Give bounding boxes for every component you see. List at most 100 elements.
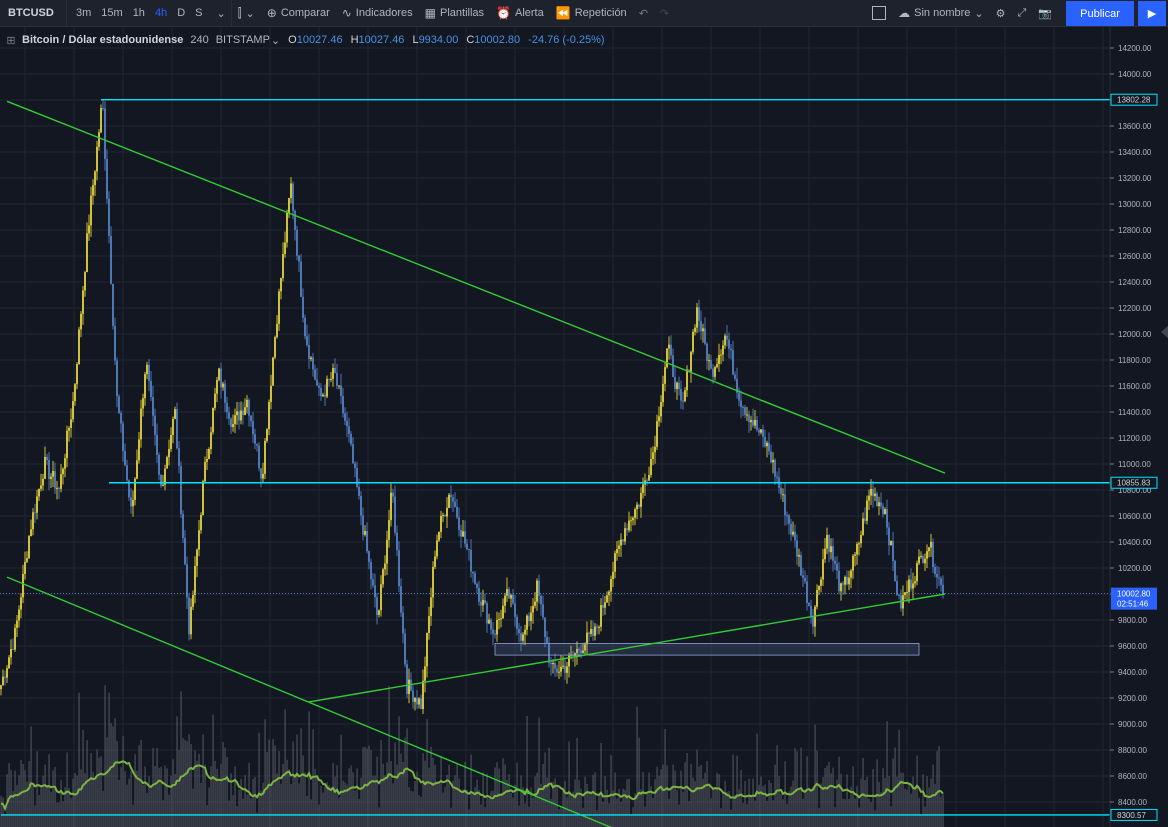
price-axis-label: 9800.00 [1118,616,1147,625]
trendline[interactable] [308,593,946,703]
volume-bar [764,784,766,827]
volume-bar [590,792,592,827]
undo-button[interactable]: ↶ [633,0,654,26]
trendline[interactable] [6,100,946,474]
candle-body [236,411,238,416]
candle-body [264,440,266,474]
volume-bar [820,783,822,827]
layout-name-button[interactable]: ☁ Sin nombre ⌄ [892,0,989,26]
candle-body [464,531,466,544]
candle-body [558,671,560,673]
candle-body [80,313,82,330]
volume-bar [256,812,258,827]
candle-body [390,492,392,521]
candle-body [454,501,456,507]
price-chart[interactable]: 14200.0014000.0013800.0013600.0013400.00… [0,27,1168,827]
timeframe-15m[interactable]: 15m [101,7,123,19]
candle-body [672,355,674,378]
exchange-dropdown-icon[interactable]: ⌄ [270,34,281,47]
alert-button[interactable]: ⏰ Alerta [490,0,550,26]
play-button[interactable]: ▶ [1138,1,1166,26]
volume-bar [700,764,702,827]
candle-body [114,325,116,361]
candle-body [8,657,10,669]
timeframe-1h[interactable]: 1h [132,7,145,19]
timeframe-4h[interactable]: 4h [154,7,168,19]
volume-bar [204,764,206,827]
collapse-legend-icon[interactable]: ⊞ [6,34,16,47]
volume-bar [68,787,70,827]
volume-bar [0,795,2,827]
symbol-search[interactable]: BTCUSD [8,7,54,19]
volume-bar [12,791,14,827]
redo-button[interactable]: ↷ [654,0,675,26]
volume-bar [190,744,192,827]
price-axis[interactable] [1110,27,1168,827]
publish-button[interactable]: Publicar [1066,1,1134,26]
candle-body [172,418,174,435]
volume-bar [500,793,502,827]
chart-type-dropdown-icon: ⌄ [245,7,255,20]
candle-body [168,448,170,458]
volume-bar [578,780,580,827]
volume-bar [614,772,616,827]
fullscreen-square-button[interactable] [866,0,892,26]
settings-button[interactable]: ⚙ [990,0,1012,26]
volume-bar [594,772,596,827]
candle-body [606,595,608,603]
alarm-clock-icon: ⏰ [496,6,511,20]
snapshot-button[interactable]: 📷 [1032,0,1058,26]
candle-body [848,577,850,585]
candle-body [582,650,584,654]
top-toolbar: BTCUSD 3m 15m 1h 4h D S ⌄ ⫿ ⌄ ⊕ Comparar ∿ Indic… [0,0,1168,27]
templates-button[interactable]: ▦ Plantillas [419,0,490,26]
volume-bar [744,781,746,827]
volume-bar [452,780,454,827]
candle-body [100,108,102,133]
candle-body [198,530,200,550]
replay-button[interactable]: ⏪ Repetición [550,0,633,26]
trendline[interactable] [6,576,647,827]
timeframe-D[interactable]: D [177,7,186,19]
candle-body [44,456,46,479]
collapse-panel-icon[interactable] [1161,326,1168,338]
candle-body [824,548,826,560]
candle-body [664,367,666,384]
volume-bar [488,798,490,827]
timeframe-3m[interactable]: 3m [76,7,92,19]
candle-body [142,398,144,409]
candle-body [128,480,130,498]
price-axis-label: 12400.00 [1118,278,1152,287]
volume-bar [442,792,444,827]
candle-body [222,383,224,388]
candle-body [456,506,458,518]
support-zone[interactable] [494,643,920,656]
volume-bar [94,778,96,827]
volume-bar [648,772,650,827]
candle-body [318,385,320,388]
candle-body [512,594,514,604]
candle-body [872,488,874,497]
volume-bar [206,805,208,827]
timeframe-dropdown-icon[interactable]: ⌄ [216,7,226,20]
volume-bar [522,787,524,827]
candle-body [52,470,54,477]
volume-bar [36,751,38,827]
volume-bar [466,789,468,827]
volume-moving-average [0,760,944,812]
candle-body [136,460,138,479]
candle-body [622,539,624,542]
candle-body [910,579,912,589]
chart-type-button[interactable]: ⫿ ⌄ [232,0,261,26]
candle-body [762,429,764,437]
volume-bar [202,734,204,827]
timeframe-S[interactable]: S [195,7,203,19]
volume-bar [262,782,264,827]
exchange-label[interactable]: BITSTAMP [215,34,270,46]
candle-body [130,497,132,507]
indicators-button[interactable]: ∿ Indicadores [336,0,419,26]
expand-button[interactable]: ⤢ [1011,0,1032,26]
candle-body [830,546,832,553]
candle-body [734,374,736,379]
compare-button[interactable]: ⊕ Comparar [261,0,336,26]
